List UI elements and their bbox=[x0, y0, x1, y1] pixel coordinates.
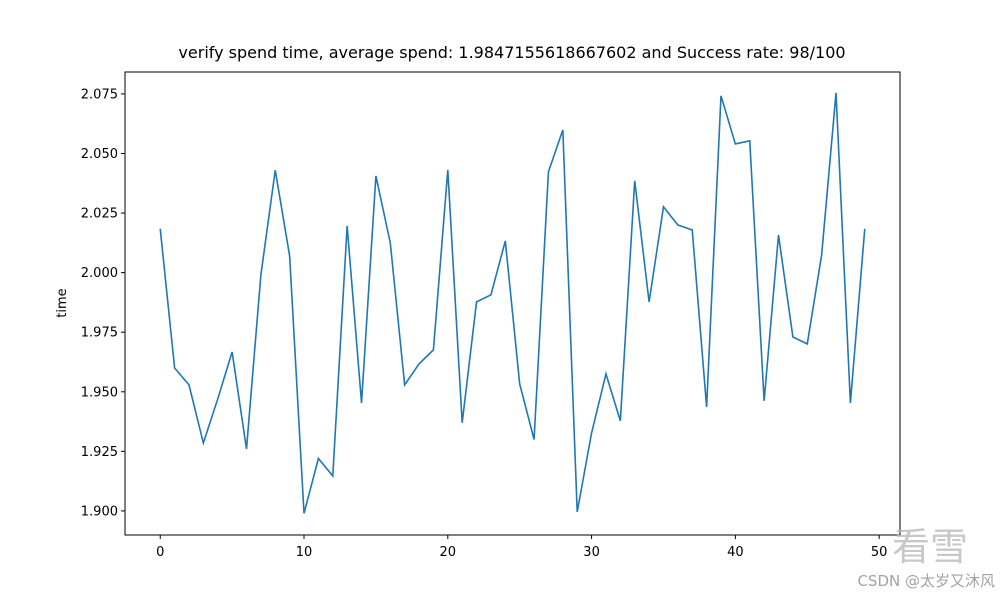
plot-frame bbox=[124, 71, 901, 536]
y-tick-label: 1.900 bbox=[81, 504, 118, 519]
x-tick-label: 10 bbox=[296, 545, 313, 560]
x-tick-label: 20 bbox=[440, 545, 457, 560]
chart-title: verify spend time, average spend: 1.9847… bbox=[178, 43, 845, 62]
y-tick-label: 1.950 bbox=[81, 385, 118, 400]
watermark-logo: 看雪 bbox=[892, 525, 968, 569]
x-tick-label: 30 bbox=[583, 545, 600, 560]
y-tick-label: 2.075 bbox=[81, 87, 118, 102]
y-tick-label: 2.025 bbox=[81, 207, 118, 222]
data-line bbox=[159, 92, 866, 514]
y-axis-label: time bbox=[55, 288, 70, 317]
x-tick-label: 50 bbox=[871, 545, 888, 560]
y-tick-label: 2.000 bbox=[81, 266, 118, 281]
x-tick-label: 0 bbox=[156, 545, 164, 560]
y-tick-label: 1.975 bbox=[81, 326, 118, 341]
y-tick-label: 1.925 bbox=[81, 445, 118, 460]
y-tick-label: 2.050 bbox=[81, 147, 118, 162]
x-tick-label: 40 bbox=[727, 545, 744, 560]
watermark-credit: CSDN @太岁又沐风 bbox=[857, 572, 995, 590]
